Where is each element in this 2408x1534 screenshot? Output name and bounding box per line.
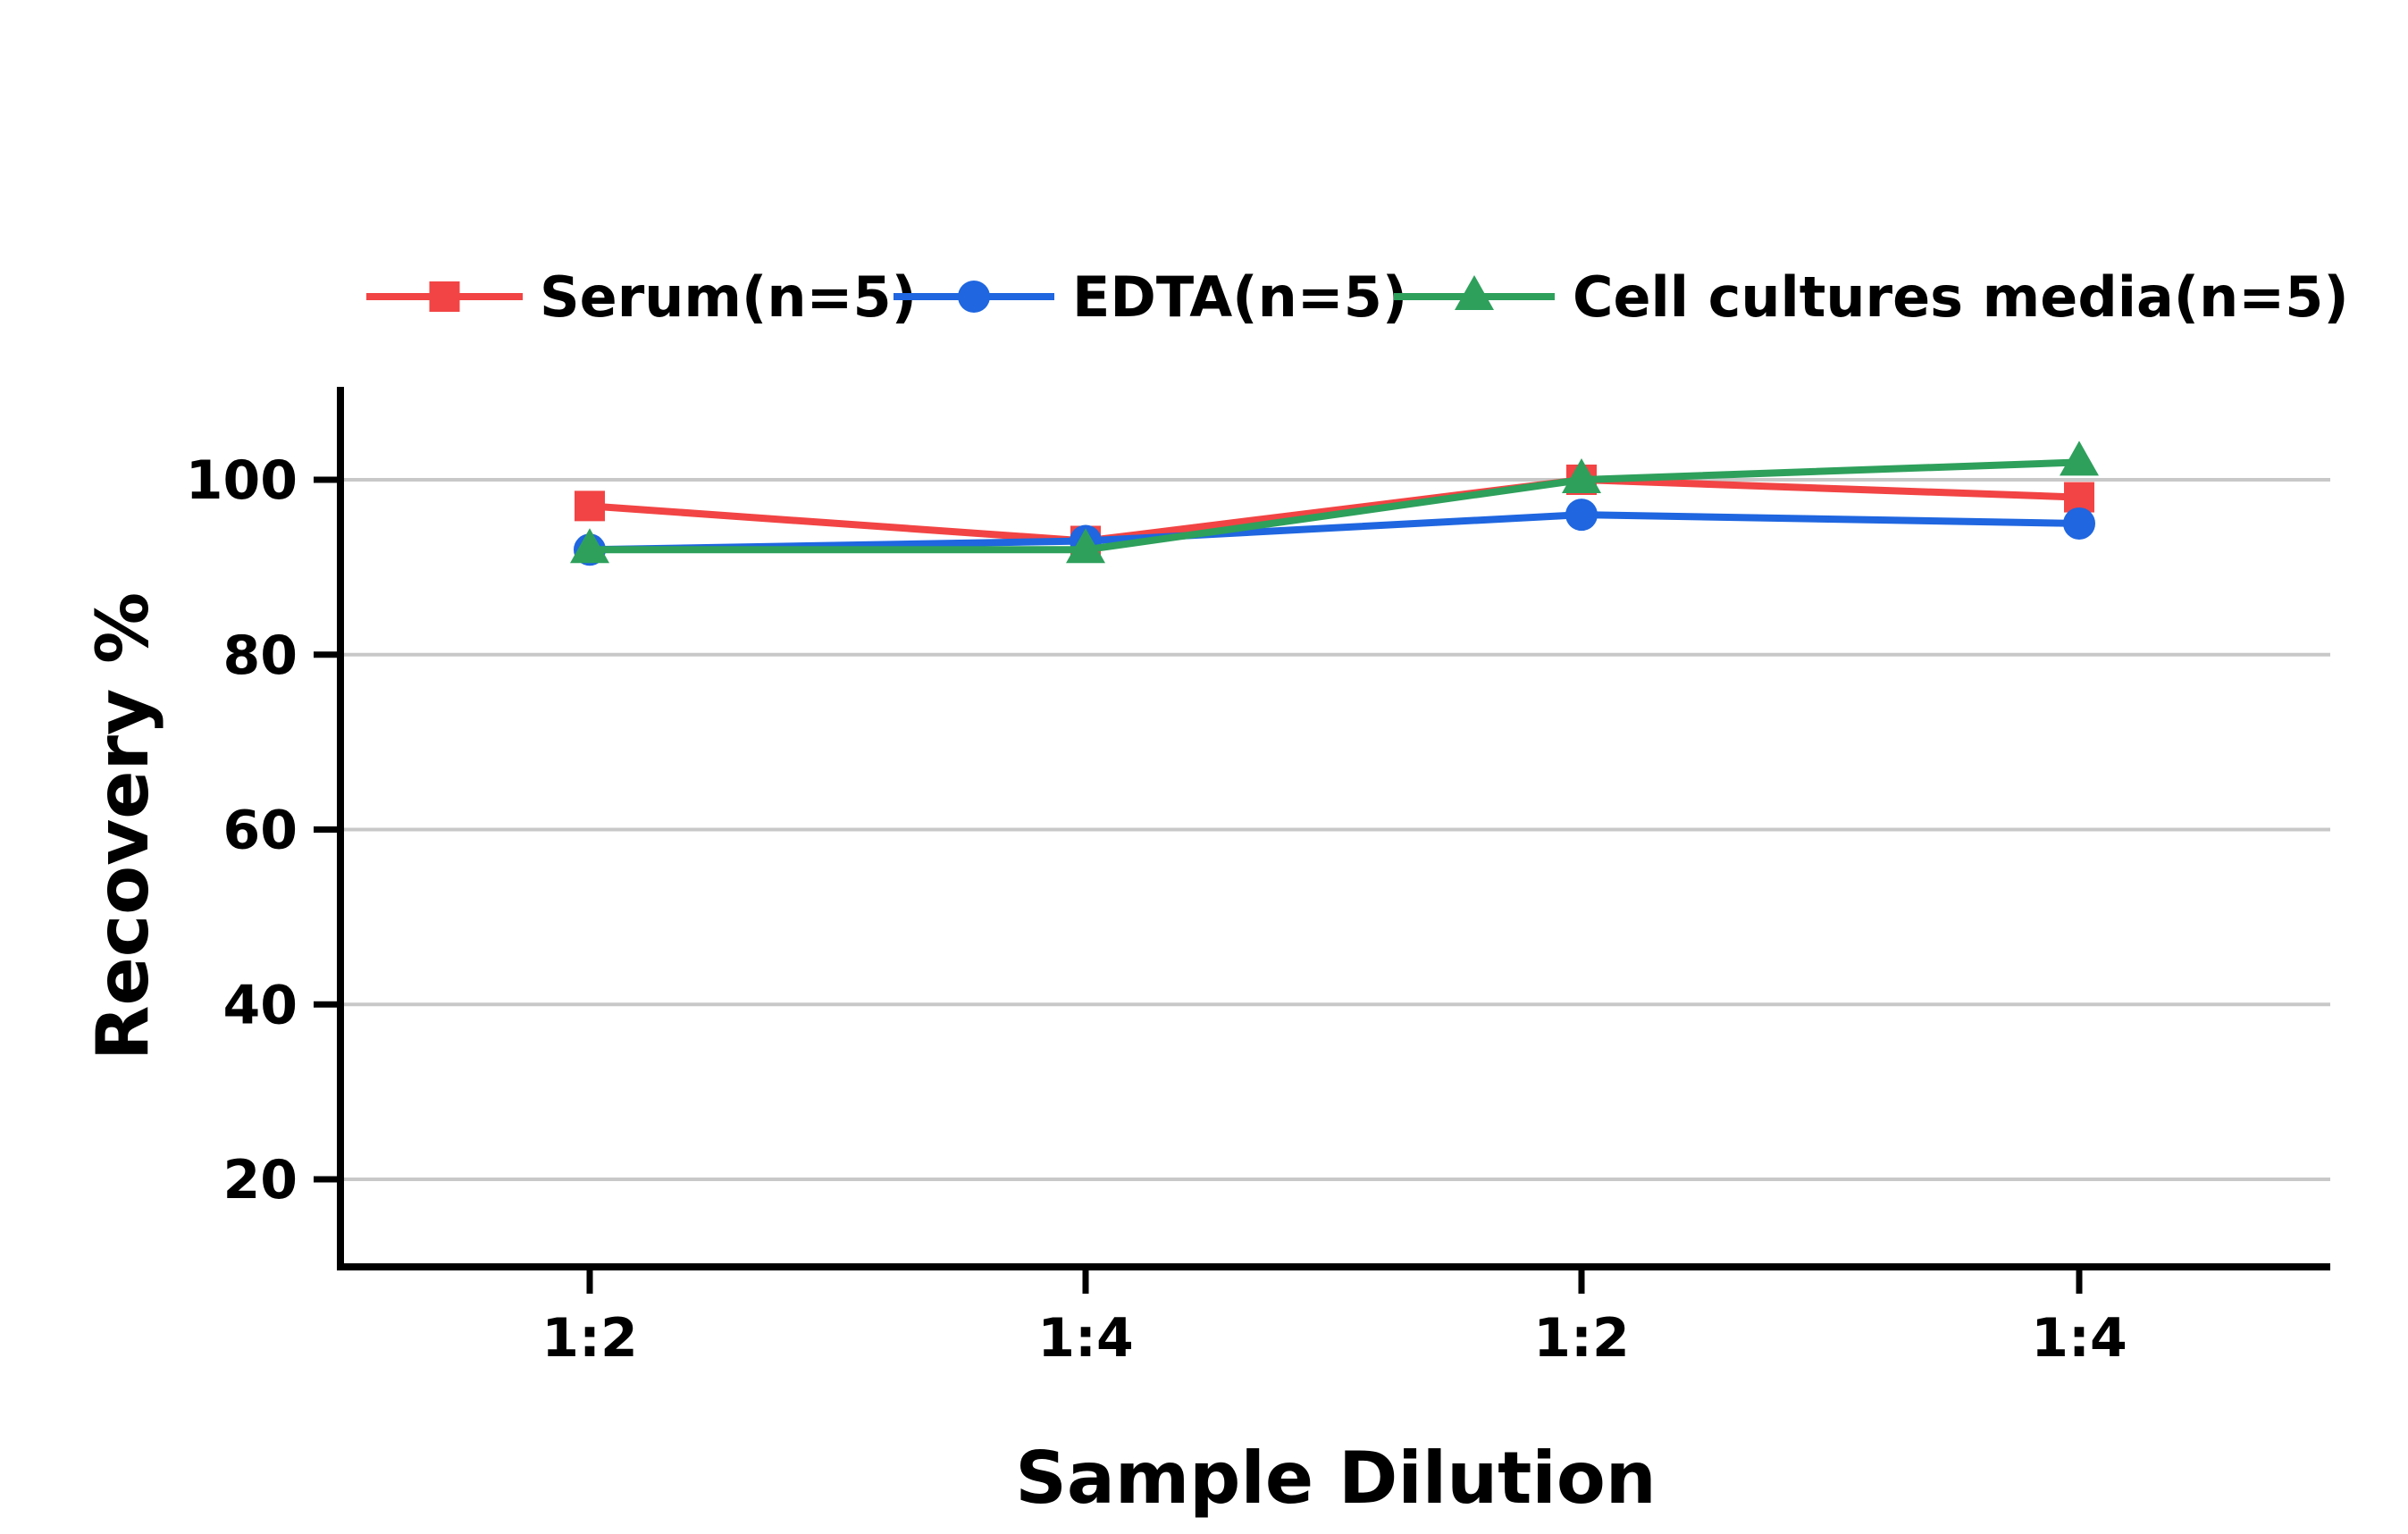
x-tick-label: 1:4 (2031, 1307, 2127, 1370)
y-tick-label: 60 (223, 800, 298, 862)
y-tick-label: 20 (223, 1149, 298, 1211)
legend-item-0: Serum(n=5) (366, 264, 917, 330)
x-axis-title: Sample Dilution (1015, 1437, 1657, 1520)
legend-item-2: Cell cultures media(n=5) (1394, 264, 2349, 330)
data-point (570, 528, 609, 564)
x-tick-label: 1:2 (1533, 1307, 1630, 1370)
grid-lines (340, 478, 2330, 1181)
ticks: 20 40 60 80 100 1:2 1:4 1:2 1:4 (186, 449, 2127, 1370)
legend-marker (429, 281, 460, 312)
y-axis-title: Recovery % (81, 592, 164, 1060)
legend-marker (1455, 275, 1494, 310)
data-point (1565, 499, 1598, 532)
data-point (2063, 507, 2095, 540)
series-lines (570, 440, 2099, 566)
series-line-0 (589, 476, 2080, 545)
legend-label: Serum(n=5) (540, 264, 917, 330)
data-point (1562, 458, 1601, 493)
x-tick-label: 1:2 (541, 1307, 638, 1370)
legend: Serum(n=5) EDTA(n=5) Cell cultures media(n… (366, 264, 2349, 330)
x-tick-label: 1:4 (1037, 1307, 1134, 1370)
y-tick-label: 100 (186, 449, 298, 512)
data-point (2060, 440, 2099, 476)
legend-label: EDTA(n=5) (1072, 264, 1407, 330)
legend-label: Cell cultures media(n=5) (1573, 264, 2349, 330)
series-line-1 (589, 511, 2080, 554)
data-point (1066, 528, 1105, 564)
series-line-2 (590, 458, 2080, 554)
axes (337, 387, 2330, 1270)
y-tick-label: 40 (223, 974, 298, 1036)
data-point (2064, 482, 2094, 513)
legend-marker (958, 281, 990, 313)
legend-item-1: EDTA(n=5) (894, 264, 1407, 330)
y-tick-label: 80 (223, 624, 298, 687)
series-2 (570, 440, 2099, 564)
data-point (575, 490, 605, 522)
